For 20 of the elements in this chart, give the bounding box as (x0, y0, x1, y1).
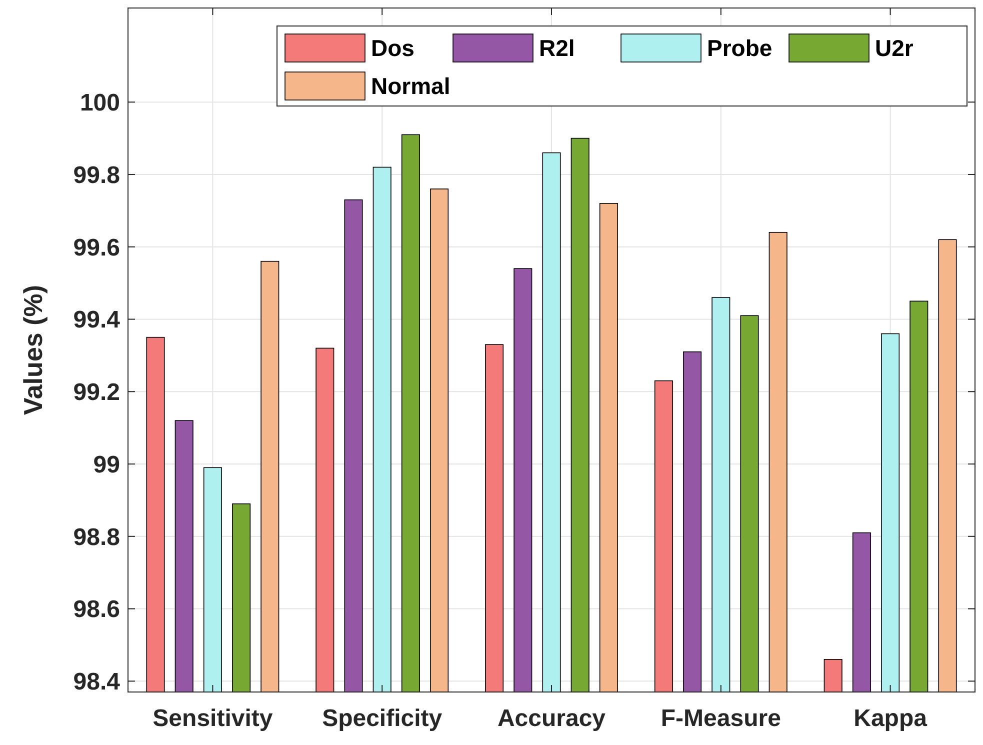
legend-label: Probe (707, 35, 772, 62)
x-tick-label: Kappa (854, 705, 928, 732)
y-tick-label: 100 (80, 89, 120, 116)
legend-label: U2r (875, 35, 914, 62)
y-axis-title: Values (%) (18, 284, 48, 416)
y-tick-label: 98.6 (73, 596, 120, 624)
x-tick-label: Accuracy (497, 705, 606, 732)
y-tick-label: 99.8 (73, 162, 120, 189)
legend-label: R2l (539, 35, 575, 62)
y-tick-label: 99 (93, 451, 120, 478)
y-tick-label: 99.4 (73, 306, 121, 334)
y-tick-label: 98.8 (73, 524, 120, 551)
x-tick-label: F-Measure (660, 705, 781, 732)
legend-label: Normal (371, 73, 450, 100)
y-tick-label: 98.4 (73, 668, 121, 696)
x-tick-label: Sensitivity (152, 705, 274, 732)
y-tick-label: 99.6 (73, 234, 120, 262)
y-tick-label: 99.2 (73, 379, 120, 406)
legend-label: Dos (371, 35, 414, 62)
x-tick-label: Specificity (322, 705, 443, 732)
